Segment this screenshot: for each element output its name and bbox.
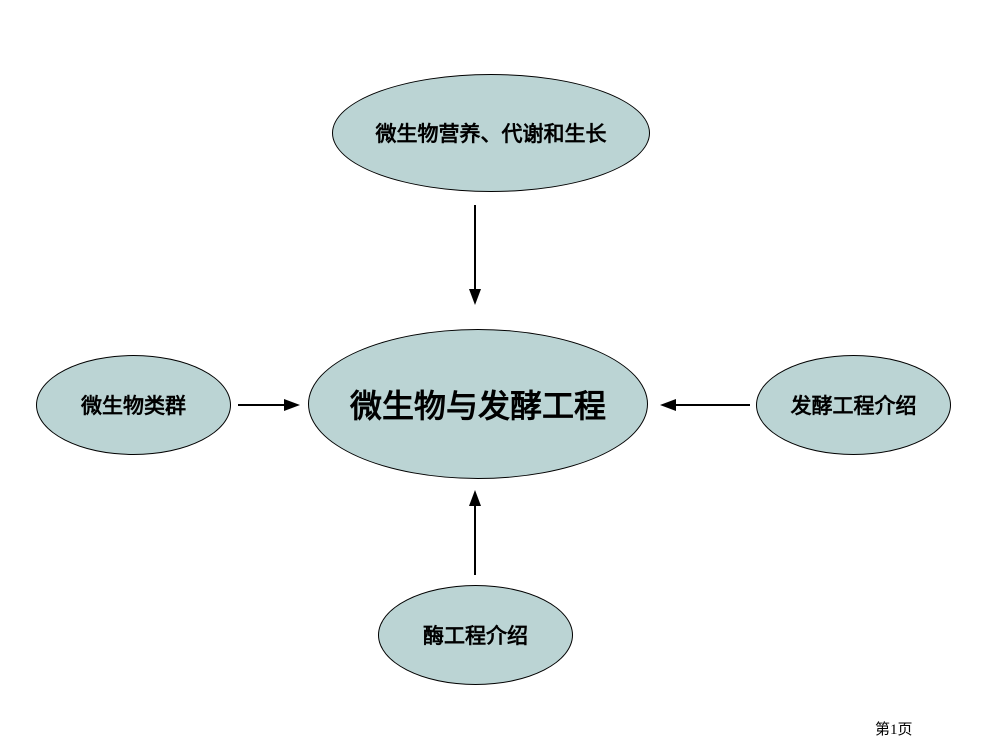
node-center-label: 微生物与发酵工程 (350, 381, 606, 427)
node-right-label: 发酵工程介绍 (791, 390, 917, 420)
page-number: 第1页 (875, 718, 913, 739)
node-right: 发酵工程介绍 (756, 355, 951, 455)
node-left-label: 微生物类群 (81, 390, 186, 420)
node-bottom-label: 酶工程介绍 (423, 620, 528, 650)
node-bottom: 酶工程介绍 (378, 585, 573, 685)
node-left: 微生物类群 (36, 355, 231, 455)
node-top: 微生物营养、代谢和生长 (332, 74, 650, 192)
node-center: 微生物与发酵工程 (308, 329, 648, 479)
node-top-label: 微生物营养、代谢和生长 (376, 118, 607, 148)
